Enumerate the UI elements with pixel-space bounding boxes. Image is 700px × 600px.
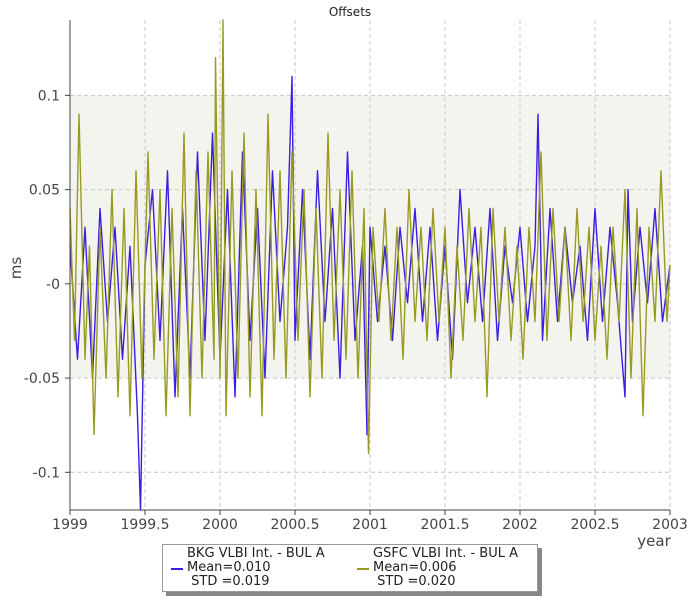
legend-swatch-bkg — [171, 568, 183, 570]
y-tick-label: -0 — [46, 277, 60, 293]
legend: BKG VLBI Int. - BUL A Mean=0.010 STD =0.… — [162, 544, 538, 592]
y-tick-label: 0.1 — [38, 88, 60, 104]
x-tick-label: 1999.5 — [121, 517, 170, 533]
legend-std: STD =0.019 — [187, 574, 270, 589]
legend-swatch-gsfc — [357, 568, 369, 570]
x-tick-label: 2002 — [502, 517, 538, 533]
legend-std: STD =0.020 — [373, 574, 456, 589]
x-tick-label: 2001.5 — [421, 517, 470, 533]
axes: 1999 1999.5 2000 2000.5 2001 2001.5 2002 2002.5… — [24, 20, 688, 533]
legend-series-name: BKG VLBI Int. - BUL A — [187, 546, 325, 561]
legend-series-name: GSFC VLBI Int. - BUL A — [373, 546, 518, 561]
x-tick-label: 2002.5 — [571, 517, 620, 533]
x-tick-label: 1999 — [52, 517, 88, 533]
y-tick-label: 0.05 — [29, 183, 60, 199]
y-tick-label: -0.1 — [33, 465, 60, 481]
x-tick-label: 2003 — [652, 517, 688, 533]
x-axis-label: year — [637, 532, 671, 550]
x-tick-label: 2000.5 — [271, 517, 320, 533]
legend-mean: Mean=0.006 — [373, 560, 457, 575]
chart-title: Offsets — [329, 5, 371, 19]
y-axis-label: ms — [7, 257, 25, 280]
y-tick-label: -0.05 — [24, 371, 60, 387]
legend-entry-bkg: BKG VLBI Int. - BUL A Mean=0.010 STD =0.… — [171, 546, 325, 589]
series-line-1 — [69, 19, 671, 455]
legend-entry-gsfc: GSFC VLBI Int. - BUL A Mean=0.006 STD =0… — [357, 546, 518, 589]
x-tick-label: 2000 — [202, 517, 238, 533]
series-layer — [69, 19, 671, 511]
x-tick-label: 2001 — [352, 517, 388, 533]
legend-mean: Mean=0.010 — [187, 560, 271, 575]
series-line-0 — [69, 75, 671, 511]
